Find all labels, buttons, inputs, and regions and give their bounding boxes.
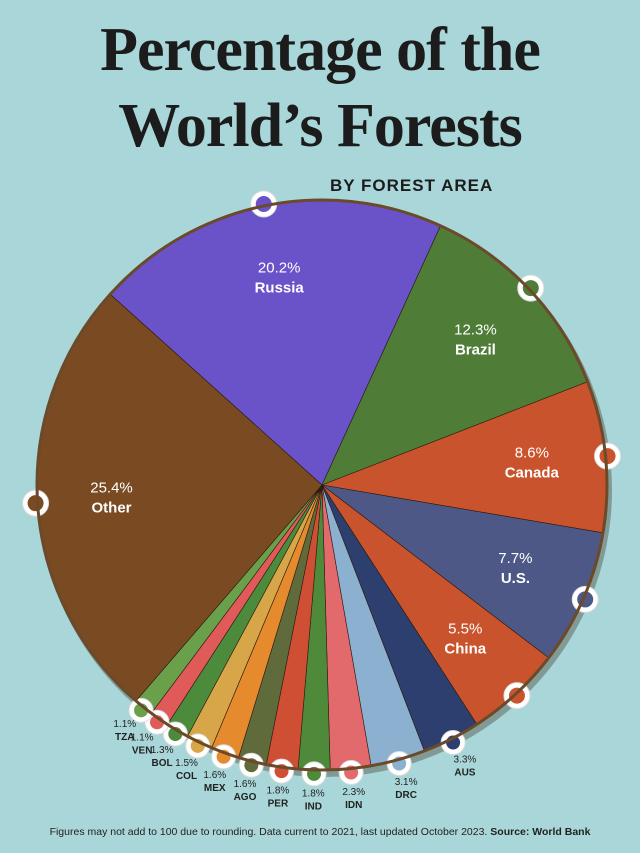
value-label: 1.8% [267,786,290,797]
value-label: 3.3% [454,754,477,765]
slice-label: PER [268,799,289,810]
slice-label: Other [92,499,132,516]
bark-ring [35,198,609,772]
chart-subtitle: BY FOREST AREA [330,176,494,195]
source: Source: World Bank [490,826,591,838]
slice-label: U.S. [501,570,530,587]
slice-label: BOL [152,758,173,769]
value-label: 1.6% [203,770,226,781]
value-label: 1.6% [234,779,257,790]
slice-label: Brazil [455,341,496,358]
value-label: 1.1% [131,732,154,743]
value-label: 25.4% [90,479,133,496]
slice-label: IND [305,802,322,813]
flag-icon [27,495,44,512]
value-label: 3.1% [395,777,418,788]
slice-label: IDN [345,800,362,811]
slice-label: China [444,641,486,658]
flag-icon [522,280,539,297]
value-label: 7.7% [498,550,532,567]
slice-label: AUS [454,767,475,778]
slice-label: Russia [255,279,305,296]
slice-label: COL [176,771,197,782]
value-label: 20.2% [258,259,301,276]
value-label: 1.3% [151,745,174,756]
value-label: 1.1% [113,719,136,730]
footnote: Figures may not add to 100 due to roundi… [49,826,488,838]
value-label: 12.3% [454,321,497,338]
slice-label: DRC [395,790,417,801]
value-label: 5.5% [448,621,482,638]
footer: Figures may not add to 100 due to roundi… [0,826,640,838]
flag-icon [508,687,525,704]
slice-label: Canada [505,465,560,482]
value-label: 8.6% [515,445,549,462]
chart-title: Percentage of the World’s Forests [100,16,541,160]
slice-label: AGO [234,792,257,803]
value-label: 1.8% [302,789,325,800]
slice-label: TZA [115,732,134,743]
slice-label: MEX [204,783,226,794]
value-label: 2.3% [342,787,365,798]
flag-icon [599,448,616,465]
value-label: 1.5% [175,758,198,769]
slice-label: VEN [132,745,153,756]
